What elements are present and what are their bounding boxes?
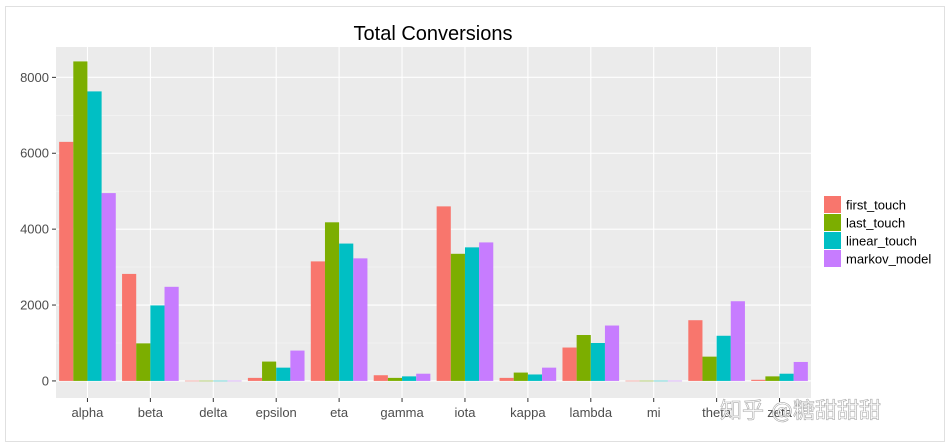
bar-gamma-linear_touch	[402, 376, 417, 381]
bar-epsilon-last_touch	[262, 361, 277, 381]
bar-beta-markov_model	[164, 286, 179, 381]
bar-delta-linear_touch	[213, 380, 228, 382]
bar-kappa-linear_touch	[527, 374, 543, 381]
x-tick-label: epsilon	[256, 405, 297, 420]
bar-kappa-last_touch	[513, 372, 528, 381]
bar-eta-first_touch	[310, 261, 325, 381]
bar-mi-markov_model	[667, 380, 683, 382]
bar-iota-markov_model	[479, 242, 494, 381]
bar-theta-last_touch	[702, 356, 717, 381]
bar-eta-last_touch	[324, 222, 340, 381]
bar-gamma-first_touch	[373, 375, 388, 381]
legend-label-first_touch: first_touch	[846, 198, 906, 213]
legend-label-last_touch: last_touch	[846, 216, 905, 231]
legend-swatch-first_touch	[824, 196, 841, 213]
bar-iota-first_touch	[436, 206, 451, 381]
y-tick-label: 0	[42, 373, 49, 388]
bar-beta-last_touch	[136, 343, 151, 381]
y-tick-label: 4000	[20, 222, 49, 237]
bar-theta-markov_model	[730, 301, 745, 381]
bar-mi-first_touch	[625, 380, 640, 382]
bar-kappa-markov_model	[542, 367, 557, 381]
bar-lambda-first_touch	[562, 347, 577, 381]
bar-mi-last_touch	[639, 380, 654, 382]
x-tick-label: beta	[138, 405, 164, 420]
bar-delta-first_touch	[184, 380, 200, 382]
bar-mi-linear_touch	[653, 380, 668, 382]
bar-zeta-markov_model	[793, 361, 808, 381]
chart-title: Total Conversions	[354, 23, 513, 45]
x-tick-label: mi	[647, 405, 661, 420]
x-tick-label: delta	[199, 405, 228, 420]
bar-eta-linear_touch	[339, 243, 354, 381]
x-tick-label: theta	[702, 405, 732, 420]
plot-panel	[56, 47, 811, 398]
bar-alpha-first_touch	[59, 141, 74, 381]
y-axis: 0 2000 4000 6000 8000	[20, 70, 56, 388]
bar-lambda-linear_touch	[590, 342, 605, 381]
legend-swatch-linear_touch	[824, 232, 841, 249]
grid-lines	[56, 47, 811, 398]
bar-zeta-last_touch	[765, 376, 780, 381]
bar-kappa-first_touch	[499, 377, 514, 381]
legend-swatch-markov_model	[824, 250, 841, 267]
bar-beta-first_touch	[122, 273, 137, 381]
watermark-text: 知乎 @糖甜甜甜	[720, 399, 881, 424]
x-axis: alpha beta delta epsilon eta gamma iota kappa la…	[72, 398, 793, 420]
bars	[59, 61, 808, 382]
bar-alpha-markov_model	[101, 193, 116, 381]
x-tick-label: eta	[330, 405, 349, 420]
x-tick-label: gamma	[380, 405, 424, 420]
x-tick-label: zeta	[767, 405, 792, 420]
bar-zeta-linear_touch	[779, 373, 794, 381]
legend-swatch-last_touch	[824, 214, 841, 231]
bar-theta-linear_touch	[716, 335, 731, 381]
bar-gamma-last_touch	[387, 377, 403, 381]
x-tick-label: lambda	[569, 405, 612, 420]
y-tick-label: 2000	[20, 298, 49, 313]
bar-delta-last_touch	[199, 380, 214, 382]
bar-epsilon-markov_model	[290, 350, 305, 381]
bar-alpha-linear_touch	[87, 91, 102, 381]
bar-lambda-markov_model	[604, 325, 620, 381]
bar-gamma-markov_model	[416, 373, 431, 381]
bar-zeta-first_touch	[751, 379, 766, 381]
bar-epsilon-first_touch	[247, 377, 263, 381]
legend: first_touch last_touch linear_touch markov_…	[824, 196, 931, 267]
y-tick-label: 6000	[20, 146, 49, 161]
x-tick-label: iota	[454, 405, 476, 420]
legend-label-markov_model: markov_model	[846, 252, 931, 267]
bar-iota-linear_touch	[464, 247, 480, 381]
bar-eta-markov_model	[353, 258, 368, 381]
x-tick-label: kappa	[510, 405, 546, 420]
bar-beta-linear_touch	[150, 305, 165, 381]
x-tick-label: alpha	[72, 405, 105, 420]
bar-epsilon-linear_touch	[276, 367, 291, 381]
bar-alpha-last_touch	[73, 61, 88, 381]
bar-theta-first_touch	[688, 320, 703, 381]
bar-delta-markov_model	[227, 380, 242, 382]
bar-iota-last_touch	[450, 253, 465, 381]
y-tick-label: 8000	[20, 70, 49, 85]
bar-lambda-last_touch	[576, 335, 591, 381]
legend-label-linear_touch: linear_touch	[846, 234, 917, 249]
